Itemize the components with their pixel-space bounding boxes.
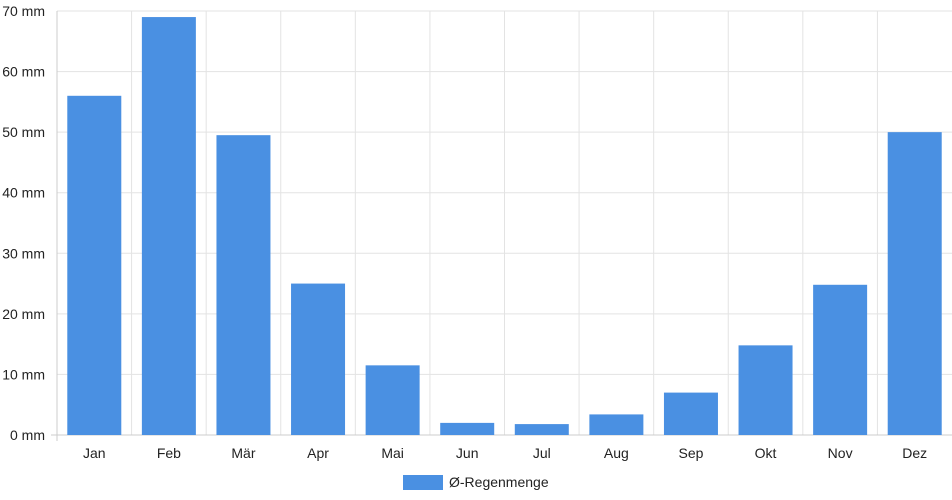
bar[interactable] [365, 365, 420, 435]
grid [57, 10, 952, 435]
bar[interactable] [440, 422, 495, 435]
bar[interactable] [589, 414, 644, 435]
legend[interactable]: Ø-Regenmenge [403, 474, 549, 490]
bar[interactable] [291, 283, 346, 435]
x-tick-label: Dez [902, 445, 927, 461]
bar[interactable] [813, 284, 868, 435]
y-tick-label: 0 mm [10, 427, 45, 443]
bars [67, 17, 942, 436]
y-tick-label: 30 mm [2, 245, 45, 261]
y-axis-tick-labels: 0 mm 10 mm 20 mm 30 mm 40 mm 50 mm 60 mm 70 mm [2, 3, 45, 443]
y-tick-label: 60 mm [2, 64, 45, 80]
legend-swatch [403, 475, 443, 490]
x-tick-label: Sep [678, 445, 703, 461]
bar[interactable] [514, 424, 569, 435]
bar[interactable] [67, 95, 122, 436]
x-axis-tick-labels: Jan Feb Mär Apr Mai Jun Jul Aug Sep Okt Nov Dez [83, 445, 927, 461]
axes [51, 11, 952, 441]
bar[interactable] [663, 392, 718, 435]
x-tick-label: Mär [231, 445, 255, 461]
y-tick-label: 20 mm [2, 306, 45, 322]
bar[interactable] [887, 132, 942, 435]
x-tick-label: Aug [604, 445, 629, 461]
x-tick-label: Jun [456, 445, 479, 461]
x-tick-label: Nov [828, 445, 853, 461]
bar[interactable] [216, 135, 271, 435]
x-tick-label: Feb [157, 445, 181, 461]
bar[interactable] [141, 17, 196, 436]
x-tick-label: Mai [381, 445, 404, 461]
y-tick-label: 10 mm [2, 366, 45, 382]
x-tick-label: Apr [307, 445, 329, 461]
y-tick-label: 50 mm [2, 124, 45, 140]
x-tick-label: Okt [755, 445, 777, 461]
y-tick-label: 70 mm [2, 3, 45, 19]
bar[interactable] [738, 345, 793, 435]
legend-label: Ø-Regenmenge [449, 474, 549, 490]
x-tick-label: Jul [533, 445, 551, 461]
x-tick-label: Jan [83, 445, 106, 461]
y-tick-label: 40 mm [2, 185, 45, 201]
